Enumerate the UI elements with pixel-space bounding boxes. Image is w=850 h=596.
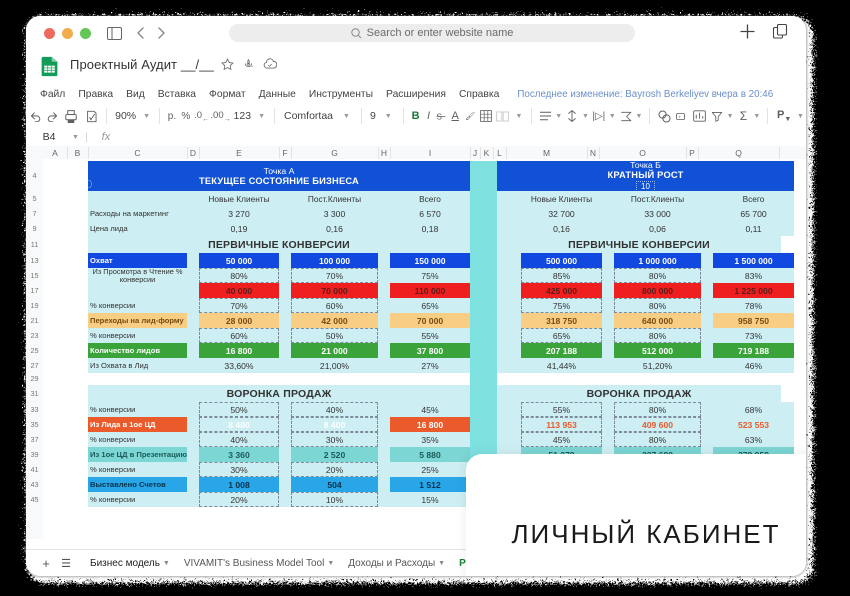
svg-text:🖌: 🖌 (465, 111, 475, 120)
svg-text:+: + (679, 115, 682, 120)
